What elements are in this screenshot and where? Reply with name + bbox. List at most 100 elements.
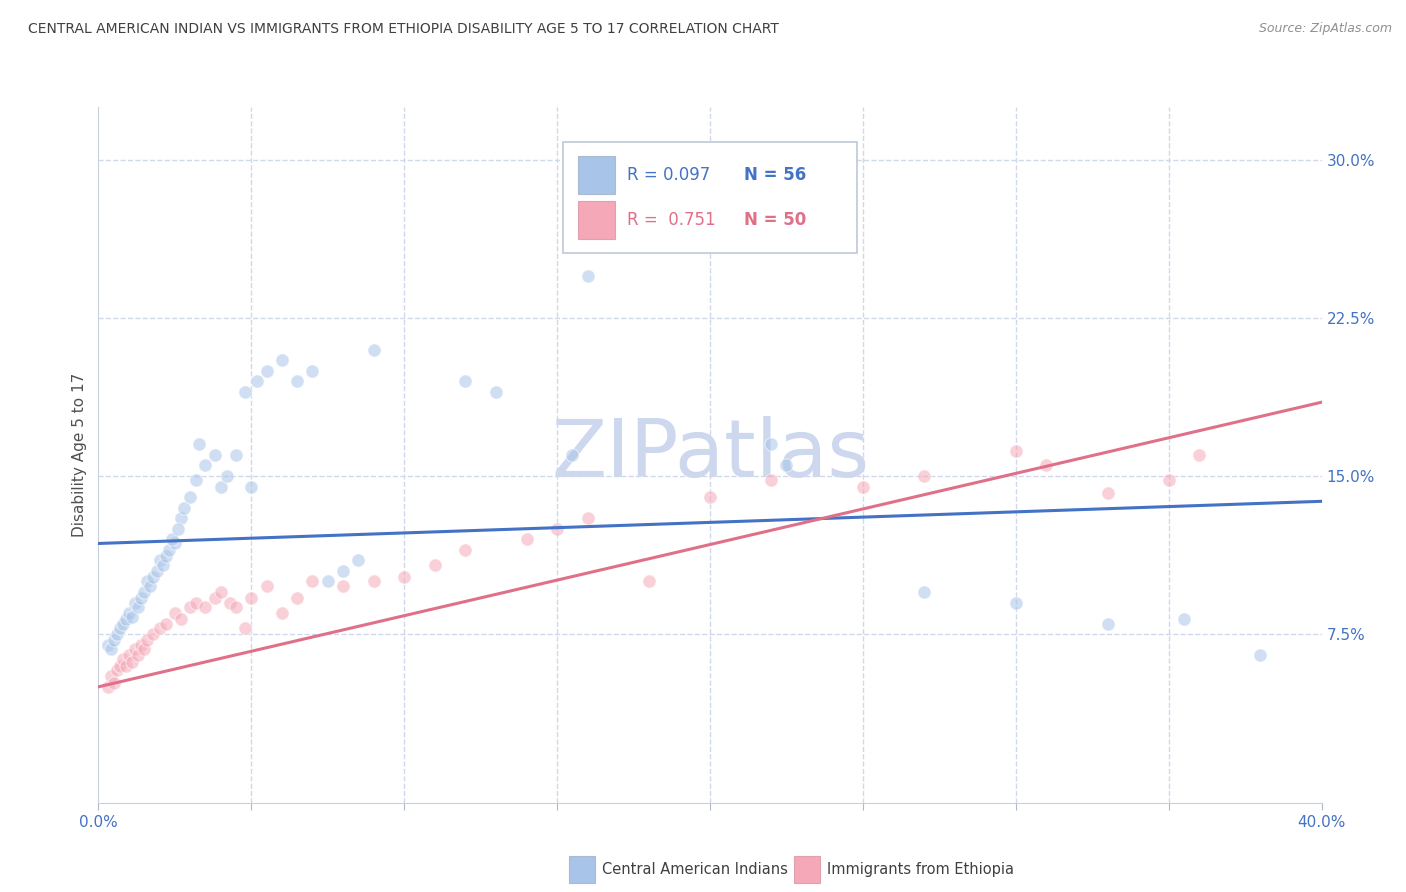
Point [129,591,152,606]
Point [121,655,143,669]
Point [516,533,538,547]
Y-axis label: Disability Age 5 to 17: Disability Age 5 to 17 [72,373,87,537]
Point [149,553,172,567]
Point [1173,612,1195,626]
Point [204,591,226,606]
Text: R =  0.751: R = 0.751 [627,211,716,228]
Point [1004,443,1026,458]
Point [233,621,256,635]
Point [1188,448,1211,462]
Point [105,627,128,641]
Point [270,353,292,368]
Point [136,633,159,648]
Point [912,469,935,483]
Point [1157,473,1180,487]
Point [1035,458,1057,473]
Point [576,268,599,283]
Point [561,448,583,462]
Point [108,621,131,635]
Point [1004,595,1026,609]
Point [699,490,721,504]
Point [118,606,141,620]
Point [134,641,156,656]
Point [454,542,477,557]
Point [332,564,354,578]
Point [1249,648,1271,663]
Point [188,437,211,451]
FancyBboxPatch shape [564,142,856,253]
Point [124,641,146,656]
Point [332,579,354,593]
Point [194,599,217,614]
Text: ZIPatlas: ZIPatlas [551,416,869,494]
Point [852,479,875,493]
Point [301,363,323,377]
Point [179,490,201,504]
Point [759,437,782,451]
Text: R = 0.097: R = 0.097 [627,166,710,184]
Point [186,473,208,487]
Point [179,599,201,614]
Point [392,570,416,584]
Point [124,595,146,609]
Point [167,522,190,536]
Point [546,522,568,536]
Point [142,627,165,641]
Point [103,633,125,648]
Point [157,542,180,557]
Point [145,564,167,578]
Text: N = 50: N = 50 [744,211,807,228]
Point [115,612,138,626]
Point [152,558,174,572]
Point [170,612,193,626]
Point [105,663,128,677]
Bar [578,201,614,239]
Point [163,606,186,620]
Point [454,374,477,388]
Point [225,599,247,614]
Point [149,621,172,635]
Point [246,374,269,388]
Point [240,479,263,493]
Point [225,448,247,462]
Point [163,536,186,550]
Point [100,669,122,683]
Point [127,648,149,663]
Point [219,595,242,609]
Text: Source: ZipAtlas.com: Source: ZipAtlas.com [1258,22,1392,36]
Point [233,384,256,399]
Point [912,585,935,599]
Point [1097,616,1119,631]
Point [316,574,339,589]
Point [1097,486,1119,500]
Point [129,638,152,652]
Point [173,500,195,515]
Point [256,363,278,377]
Point [485,384,508,399]
Point [285,591,308,606]
Point [194,458,217,473]
Point [103,675,125,690]
Point [97,680,120,694]
Point [301,574,323,589]
Point [160,533,183,547]
Point [139,579,162,593]
Point [155,549,177,563]
Point [118,648,141,663]
Point [285,374,308,388]
Point [423,558,446,572]
Point [108,658,131,673]
Point [136,574,159,589]
Point [215,469,238,483]
Point [256,579,278,593]
Point [204,448,226,462]
Point [576,511,599,525]
Point [209,479,232,493]
Point [270,606,292,620]
Text: Immigrants from Ethiopia: Immigrants from Ethiopia [827,863,1014,877]
Point [111,652,134,666]
Point [115,658,138,673]
Point [637,574,661,589]
Bar [578,156,614,194]
Point [347,553,370,567]
